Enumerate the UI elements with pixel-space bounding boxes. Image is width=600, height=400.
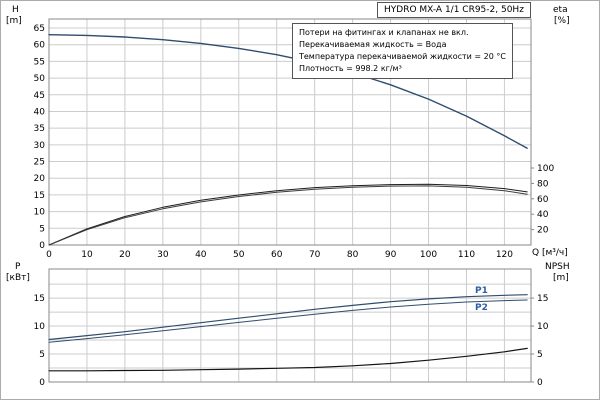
chart-title: HYDRO MX-A 1/1 CR95-2, 50Hz — [377, 2, 531, 18]
svg-text:45: 45 — [34, 91, 45, 101]
svg-text:10: 10 — [34, 208, 46, 218]
svg-text:15: 15 — [34, 294, 45, 304]
svg-text:0: 0 — [39, 241, 45, 251]
svg-text:60: 60 — [271, 250, 283, 260]
svg-text:20: 20 — [34, 174, 46, 184]
npsh-axis-name: NPSH — [545, 262, 570, 272]
svg-text:90: 90 — [385, 250, 397, 260]
annotation-line-density: Плотность = 998.2 кг/м³ — [299, 64, 402, 73]
svg-text:80: 80 — [347, 250, 359, 260]
annotation-box: Потери на фитингах и клапанах не вкл. Пе… — [292, 23, 513, 79]
npsh-axis-unit: [m] — [553, 273, 569, 283]
svg-text:120: 120 — [496, 250, 513, 260]
svg-text:40: 40 — [537, 210, 549, 220]
svg-text:15: 15 — [34, 191, 45, 201]
svg-text:20: 20 — [119, 250, 131, 260]
eta-axis-name: eta — [553, 5, 568, 15]
svg-text:30: 30 — [157, 250, 169, 260]
p2-curve-label: P2 — [475, 303, 488, 313]
svg-text:0: 0 — [537, 378, 543, 388]
svg-text:0: 0 — [46, 250, 52, 260]
svg-text:5: 5 — [39, 350, 45, 360]
svg-text:15: 15 — [537, 294, 548, 304]
svg-text:10: 10 — [81, 250, 93, 260]
q-axis-label: Q [м³/ч] — [532, 248, 568, 258]
svg-text:30: 30 — [34, 141, 46, 151]
svg-text:5: 5 — [39, 224, 45, 234]
svg-text:10: 10 — [537, 322, 549, 332]
svg-text:80: 80 — [537, 179, 549, 189]
svg-text:55: 55 — [34, 57, 45, 67]
svg-text:50: 50 — [34, 74, 46, 84]
svg-text:0: 0 — [39, 378, 45, 388]
svg-text:60: 60 — [34, 41, 46, 51]
svg-text:35: 35 — [34, 124, 45, 134]
svg-text:10: 10 — [34, 322, 46, 332]
svg-text:40: 40 — [195, 250, 207, 260]
p-axis-unit: [кВт] — [6, 273, 30, 283]
svg-text:65: 65 — [34, 24, 45, 34]
svg-text:100: 100 — [420, 250, 437, 260]
svg-text:110: 110 — [458, 250, 475, 260]
svg-text:5: 5 — [537, 350, 543, 360]
p-axis-name: P — [15, 262, 21, 272]
svg-text:20: 20 — [537, 226, 549, 236]
annotation-line-liquid: Перекачиваемая жидкость = Вода — [299, 40, 447, 49]
h-axis-name: H — [12, 5, 19, 15]
svg-text:25: 25 — [34, 158, 45, 168]
p1-curve-label: P1 — [475, 286, 488, 296]
annotation-line-losses: Потери на фитингах и клапанах не вкл. — [299, 28, 469, 37]
svg-text:60: 60 — [537, 195, 549, 205]
eta-axis-unit: [%] — [554, 16, 570, 26]
svg-text:70: 70 — [309, 250, 321, 260]
svg-text:100: 100 — [537, 164, 554, 174]
annotation-line-temperature: Температура перекачиваемой жидкости = 20… — [299, 52, 506, 61]
svg-text:50: 50 — [233, 250, 245, 260]
svg-text:40: 40 — [34, 107, 46, 117]
h-axis-unit: [m] — [6, 16, 22, 26]
